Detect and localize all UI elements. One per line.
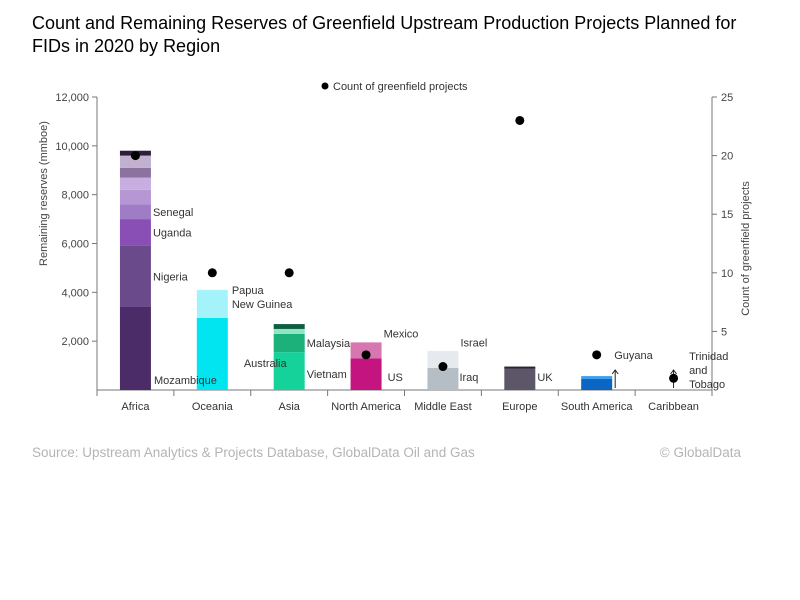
count-point: [515, 115, 525, 125]
segment-label: Vietnam: [307, 369, 347, 381]
segment-label: UK: [537, 372, 553, 384]
count-point: [284, 268, 294, 278]
y2-axis-title: Count of greenfield projects: [740, 181, 752, 316]
bar-segment: [273, 324, 305, 329]
segment-label: New Guinea: [232, 299, 293, 311]
count-point: [361, 350, 371, 360]
count-point: [669, 373, 679, 383]
y2-tick-label: 5: [721, 326, 727, 338]
x-tick-label: North America: [331, 401, 402, 413]
x-tick-label: Oceania: [192, 401, 234, 413]
segment-labels: Mozambique Nigeria Uganda Senegal Australia P…: [153, 207, 728, 391]
segment-label: Mexico: [384, 328, 419, 340]
segment-label: US: [388, 372, 403, 384]
bar-segment: [350, 342, 382, 359]
bar-segment: [581, 379, 613, 390]
y2-tick-label: 20: [721, 151, 733, 163]
bar-segment: [273, 352, 305, 390]
y-tick-label: 4,000: [61, 287, 89, 299]
bar-segment: [273, 333, 305, 353]
bar-segment: [196, 289, 228, 318]
y-tick-label: 8,000: [61, 190, 89, 202]
bar-segment: [504, 366, 536, 369]
segment-label: Nigeria: [153, 271, 189, 283]
bar-segment: [119, 167, 151, 178]
legend: Count of greenfield projects: [321, 81, 468, 93]
segment-label: Papua: [232, 285, 265, 297]
segment-label: Israel: [460, 337, 487, 349]
y-tick-label: 12,000: [55, 92, 89, 104]
bar-segment: [196, 317, 228, 390]
segment-label: and: [689, 365, 707, 377]
count-point: [438, 362, 448, 372]
segment-label: Uganda: [153, 228, 192, 240]
segment-label: Iraq: [459, 372, 478, 384]
segment-label: Senegal: [153, 207, 193, 219]
y-tick-label: 10,000: [55, 141, 89, 153]
legend-label: Count of greenfield projects: [333, 81, 468, 93]
bar-segment: [350, 358, 382, 390]
legend-marker: [321, 82, 329, 90]
source-note: Source: Upstream Analytics & Projects Da…: [32, 445, 475, 460]
x-tick-label: Europe: [502, 401, 537, 413]
y2-tick-label: 10: [721, 268, 733, 280]
segment-label: Mozambique: [154, 375, 217, 387]
bar-segment: [119, 204, 151, 220]
count-points: [130, 115, 679, 383]
bar-segment: [273, 328, 305, 334]
bar-segment: [504, 368, 536, 390]
bar-segment: [427, 368, 459, 390]
bar-segment: [581, 376, 613, 380]
segment-label: Malaysia: [307, 338, 351, 350]
bar-segment: [119, 306, 151, 390]
x-tick-label: Middle East: [414, 401, 471, 413]
bar-segment: [427, 350, 459, 369]
chart-title: Count and Remaining Reserves of Greenfie…: [32, 13, 737, 56]
bar-segment: [119, 219, 151, 246]
bar-segment: [119, 155, 151, 168]
x-tick-label: Asia: [278, 401, 300, 413]
count-point: [207, 268, 217, 278]
x-tick-label: Caribbean: [648, 401, 699, 413]
y2-tick-label: 25: [721, 92, 733, 104]
copyright-note: © GlobalData: [659, 445, 741, 460]
bars: [119, 150, 613, 390]
y-tick-label: 6,000: [61, 239, 89, 251]
bar-segment: [119, 245, 151, 307]
arrow-head: [670, 369, 677, 375]
segment-label: Australia: [244, 358, 288, 370]
x-tick-label: Africa: [121, 401, 150, 413]
y-tick-label: 2,000: [61, 336, 89, 348]
segment-label: Tobago: [689, 379, 725, 391]
segment-label: Trinidad: [689, 351, 728, 363]
x-tick-label: South America: [561, 401, 633, 413]
chart-svg: 12,000 10,000 8,000 6,000 4,000 2,000 25 20 15 10…: [38, 81, 752, 413]
y2-tick-label: 15: [721, 209, 733, 221]
arrow-head: [611, 369, 619, 375]
bar-segment: [119, 177, 151, 190]
y-axis-title: Remaining reserves (mmboe): [38, 121, 50, 266]
count-point: [592, 350, 602, 360]
bar-segment: [119, 189, 151, 205]
segment-label: Guyana: [614, 350, 653, 362]
count-point: [130, 151, 140, 161]
